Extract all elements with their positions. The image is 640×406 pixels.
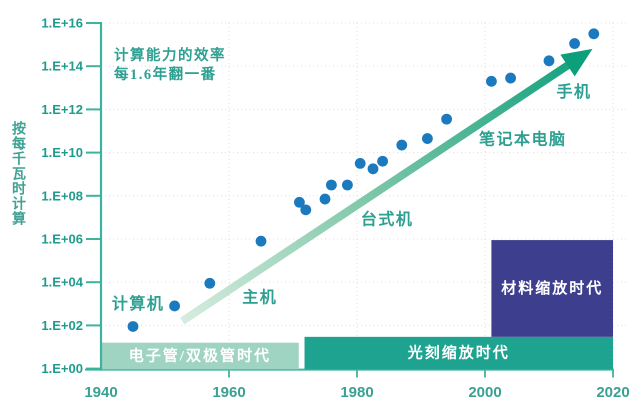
era-label: 光刻缩放时代: [407, 344, 510, 362]
y-tick-label: 1.E+02: [41, 318, 83, 333]
data-point: [342, 179, 353, 191]
device-label: 主机: [242, 287, 277, 306]
y-tick-label: 1.E+04: [41, 275, 83, 290]
data-point: [441, 113, 452, 125]
data-point: [300, 204, 312, 216]
data-point: [396, 139, 408, 151]
y-tick-label: 1.E+06: [41, 232, 83, 247]
y-tick-label: 1.E+12: [41, 102, 83, 117]
trend-annotation-line2: 每1.6年翻一番: [114, 67, 217, 84]
y-tick-label: 1.E+16: [41, 16, 83, 31]
era-band: [304, 336, 613, 370]
trend-annotation-line1: 计算能力的效率: [114, 48, 226, 64]
data-point: [367, 163, 379, 175]
x-tick-label: 2020: [596, 384, 629, 401]
device-label: 手机: [556, 82, 591, 101]
x-tick-label: 1940: [84, 384, 117, 401]
trend-arrow-shaft: [180, 56, 579, 325]
x-tick-label: 2000: [468, 384, 501, 401]
y-tick-label: 1.E+10: [41, 145, 83, 160]
x-tick-label: 1980: [340, 384, 373, 401]
data-point: [569, 38, 580, 49]
data-point: [326, 179, 337, 191]
era-label: 材料缩放时代: [501, 279, 603, 297]
data-point: [319, 193, 331, 205]
data-point: [294, 196, 305, 208]
era-band: [101, 342, 299, 370]
trend-annotation: 计算能力的效率 每1.6年翻一番: [114, 47, 226, 85]
era-label: 电子管/双极管时代: [129, 346, 271, 364]
y-tick-label: 1.E+00: [41, 361, 83, 376]
data-point: [204, 277, 216, 289]
y-tick-label: 1.E+08: [41, 188, 83, 203]
data-point: [377, 155, 388, 167]
data-point: [354, 158, 366, 169]
data-point: [486, 75, 497, 87]
x-tick-label: 1960: [212, 384, 245, 401]
data-point: [255, 235, 267, 247]
data-point: [588, 28, 600, 40]
data-point: [127, 321, 139, 332]
data-point: [505, 72, 516, 84]
era-band: [491, 240, 613, 337]
y-axis-title: 按每千瓦时计算: [10, 121, 25, 226]
data-point: [169, 300, 181, 312]
device-label: 计算机: [112, 294, 165, 313]
trend-arrow-head: [560, 48, 593, 77]
device-label: 笔记本电脑: [479, 130, 567, 149]
data-point: [543, 55, 555, 67]
data-point: [422, 133, 433, 144]
y-tick-label: 1.E+14: [41, 59, 83, 74]
device-label: 台式机: [361, 210, 414, 229]
